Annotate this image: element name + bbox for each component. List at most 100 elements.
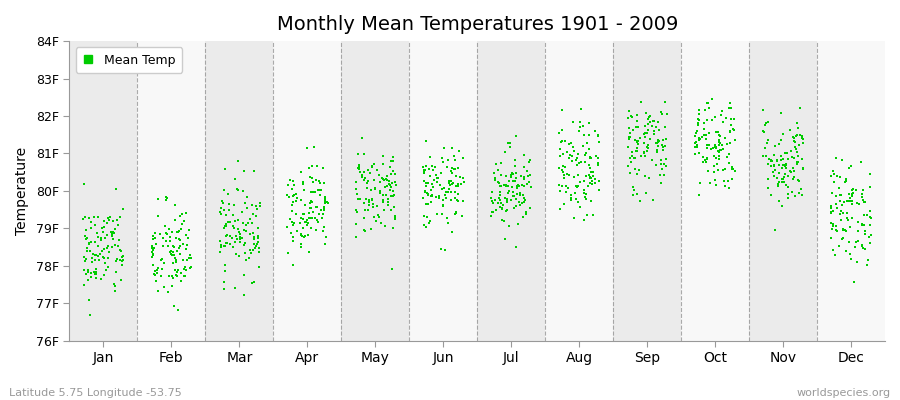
Point bbox=[654, 142, 669, 148]
Point bbox=[523, 157, 537, 163]
Point bbox=[102, 248, 116, 255]
Point bbox=[217, 279, 231, 285]
Point bbox=[864, 215, 878, 222]
Point bbox=[626, 149, 640, 155]
Point bbox=[712, 142, 726, 149]
Point bbox=[788, 193, 803, 199]
Point bbox=[585, 181, 599, 187]
Point bbox=[426, 184, 440, 190]
Point bbox=[659, 136, 673, 142]
Point bbox=[170, 269, 184, 276]
Bar bbox=[274, 41, 341, 340]
Point bbox=[508, 196, 523, 202]
Point bbox=[153, 230, 167, 237]
Point bbox=[759, 120, 773, 126]
Point bbox=[438, 189, 453, 195]
Point bbox=[376, 199, 391, 206]
Point bbox=[222, 200, 237, 207]
Point bbox=[518, 209, 533, 216]
Point bbox=[834, 157, 849, 164]
Point bbox=[385, 188, 400, 194]
Point bbox=[97, 218, 112, 224]
Point bbox=[773, 157, 788, 163]
Point bbox=[623, 155, 637, 162]
Point bbox=[630, 190, 644, 197]
Point bbox=[422, 172, 436, 179]
Point bbox=[554, 127, 569, 133]
Point bbox=[790, 159, 805, 166]
Point bbox=[223, 241, 238, 248]
Point bbox=[824, 203, 839, 210]
Point bbox=[419, 180, 434, 186]
Point bbox=[417, 170, 431, 176]
Point bbox=[105, 244, 120, 250]
Point bbox=[583, 155, 598, 161]
Point bbox=[252, 200, 266, 206]
Point bbox=[652, 138, 667, 144]
Point bbox=[778, 162, 793, 168]
Point bbox=[283, 177, 297, 183]
Point bbox=[842, 198, 857, 204]
Point bbox=[349, 190, 364, 197]
Point bbox=[569, 196, 583, 202]
Point bbox=[688, 130, 703, 136]
Point bbox=[787, 155, 801, 162]
Point bbox=[302, 205, 317, 211]
Point bbox=[237, 227, 251, 234]
Point bbox=[764, 157, 778, 164]
Point bbox=[689, 144, 704, 150]
Point bbox=[491, 200, 505, 207]
Point bbox=[511, 221, 526, 228]
Point bbox=[726, 166, 741, 172]
Point bbox=[388, 171, 402, 178]
Point bbox=[432, 195, 446, 202]
Point bbox=[146, 252, 160, 258]
Point bbox=[356, 227, 371, 233]
Point bbox=[508, 133, 523, 140]
Point bbox=[376, 192, 391, 198]
Point bbox=[717, 178, 732, 184]
Point bbox=[512, 198, 526, 205]
Point bbox=[312, 180, 327, 186]
Point bbox=[484, 213, 499, 219]
Point bbox=[362, 202, 376, 209]
Point bbox=[289, 198, 303, 204]
Point bbox=[484, 198, 499, 204]
Point bbox=[367, 160, 382, 167]
Point bbox=[839, 228, 853, 234]
Point bbox=[303, 174, 318, 180]
Point bbox=[508, 157, 523, 163]
Point bbox=[434, 170, 448, 176]
Point bbox=[634, 135, 648, 142]
Point bbox=[580, 140, 594, 146]
Point bbox=[716, 119, 731, 126]
Point bbox=[253, 203, 267, 209]
Point bbox=[724, 105, 738, 112]
Point bbox=[417, 213, 431, 219]
Point bbox=[636, 140, 651, 146]
Point bbox=[791, 178, 806, 184]
Point bbox=[838, 179, 852, 185]
Point bbox=[293, 169, 308, 175]
Point bbox=[772, 161, 787, 168]
Point bbox=[156, 235, 170, 241]
Point bbox=[149, 278, 164, 284]
Point bbox=[855, 242, 869, 248]
Point bbox=[702, 105, 716, 112]
Point bbox=[308, 189, 322, 196]
Point bbox=[302, 165, 316, 172]
Point bbox=[824, 220, 839, 226]
Point bbox=[728, 136, 742, 143]
Point bbox=[830, 205, 844, 211]
Point bbox=[247, 167, 261, 174]
Point bbox=[287, 192, 302, 198]
Point bbox=[250, 232, 265, 239]
Point bbox=[286, 238, 301, 244]
Point bbox=[839, 176, 853, 182]
Point bbox=[591, 178, 606, 184]
Point bbox=[250, 240, 265, 247]
Point bbox=[451, 183, 465, 190]
Point bbox=[319, 234, 333, 241]
Point bbox=[725, 125, 740, 132]
Bar bbox=[477, 41, 545, 340]
